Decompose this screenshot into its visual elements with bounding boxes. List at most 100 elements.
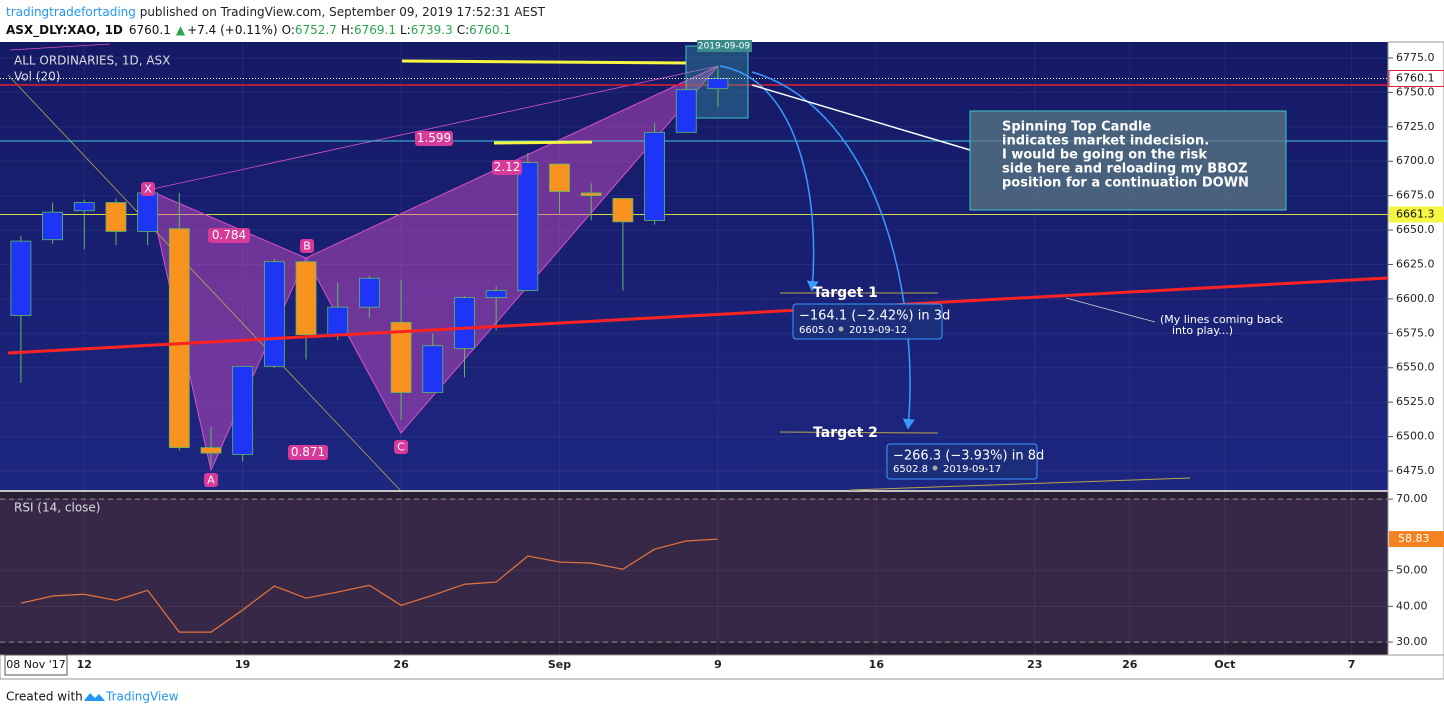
yellow-line [493, 140, 593, 145]
y-tick-label: 40.00 [1396, 599, 1428, 612]
open: 6752.7 [295, 23, 337, 37]
ratio: 1.599 [417, 131, 451, 145]
candle-body [42, 211, 63, 241]
y-tick-label: 6475.0 [1396, 464, 1435, 477]
trend-line [7, 74, 401, 491]
candle-body [137, 192, 159, 232]
point-box [141, 182, 155, 196]
point-box [394, 440, 408, 454]
close: 6760.1 [469, 23, 511, 37]
target-change: −266.3 (−3.93%) in 8d [893, 449, 1044, 464]
y-tick-label: 6575.0 [1396, 326, 1435, 339]
time-axis [0, 654, 1444, 680]
y-tick-label: 6600.0 [1396, 292, 1435, 305]
y-tick-label: 6700.0 [1396, 154, 1435, 167]
ratio-box [492, 160, 522, 175]
point-box [300, 239, 314, 253]
ratio-box [208, 228, 250, 243]
x-tick-label: 12 [77, 658, 92, 671]
target-name: Target 1 [813, 285, 878, 301]
candle-body [422, 345, 444, 393]
callout-text: side here and reloading my BBOZ [1002, 162, 1248, 177]
arrow [751, 84, 971, 151]
callout-box [969, 110, 1287, 211]
yellow-line [401, 59, 687, 65]
last-value-box [1389, 531, 1444, 548]
candle-body [549, 163, 570, 192]
y-tick-label: 6775.0 [1396, 51, 1435, 64]
published: published on TradingView.com, September … [136, 5, 546, 19]
point-label: X [144, 183, 152, 196]
y-tick-label: 6625.0 [1396, 257, 1435, 270]
candle-body [517, 162, 539, 292]
change: +7.4 (+0.11%) [187, 23, 278, 37]
label: L: [400, 23, 411, 37]
author[interactable]: tradingtradefortading [6, 5, 136, 19]
candle-body [580, 192, 602, 197]
y-tick-label: 6675.0 [1396, 189, 1435, 202]
candle-body [454, 297, 475, 349]
annotations: 1.599 0.784 0.871 2.12 X A B C 2019-09-0… [7, 40, 1389, 515]
legend-symbol: ALL ORDINARIES, 1D, ASX [14, 54, 170, 68]
price: 6760.1 [129, 23, 171, 37]
arrow [751, 71, 915, 430]
y-tick-label: 6750.0 [1396, 85, 1435, 98]
target-box [792, 303, 943, 340]
low: 6739.3 [411, 23, 453, 37]
crosshair-box [4, 654, 68, 676]
legend-rsi: RSI (14, close) [14, 501, 100, 515]
callout-text: I would be going on the risk [1002, 148, 1207, 163]
icon [838, 326, 844, 332]
y-tick-label: 6550.0 [1396, 361, 1435, 374]
callout-text: indicates market indecision. [1002, 134, 1209, 149]
arrow [1065, 297, 1156, 323]
level-box [1389, 206, 1444, 223]
candle-body [200, 447, 222, 454]
candle-body [675, 89, 697, 133]
candle-body [485, 290, 507, 298]
level-label: 6661.3 [1396, 208, 1435, 221]
footer-text: Created with [6, 690, 83, 704]
y-tick-label: 30.00 [1396, 635, 1428, 648]
point-label: C [397, 441, 405, 454]
candle-body [263, 261, 285, 367]
label: O: [282, 23, 295, 37]
target-change: −164.1 (−2.42%) in 3d [799, 309, 950, 324]
x-tick-label: 26 [1122, 658, 1138, 671]
candle-body [295, 261, 317, 336]
target-date: 2019-09-12 [849, 325, 907, 336]
ratio-box [415, 131, 453, 146]
quote-line: ASX_DLY:XAO, 1D 6760.1 ▲ +7.4 (+0.11%) O:675… [6, 23, 511, 38]
point-box [204, 473, 218, 487]
y-tick-label: 6650.0 [1396, 223, 1435, 236]
target-line [779, 431, 939, 434]
x-tick-label: 26 [393, 658, 409, 671]
logo [84, 693, 105, 701]
target-name: Target 2 [813, 425, 878, 441]
callout-text: Spinning Top Candle [1002, 120, 1151, 135]
y-tick-label: 50.00 [1396, 564, 1428, 577]
last-price-box [1388, 69, 1444, 87]
last-value-label: 58.83 [1398, 532, 1430, 545]
x-tick-label: 23 [1027, 658, 1042, 671]
footer-brand[interactable]: TradingView [105, 690, 179, 704]
candle-body [359, 277, 380, 308]
note: into play...) [1172, 324, 1233, 337]
candle-body [707, 78, 729, 90]
x-tick-label: 9 [714, 658, 722, 671]
candle-body [612, 198, 634, 223]
x-tick-label: 19 [235, 658, 250, 671]
arrow [719, 65, 819, 292]
arrow: ▲ [176, 23, 186, 37]
ratio: 0.871 [291, 445, 325, 459]
point-label: A [207, 474, 215, 487]
y-tick-label: 6500.0 [1396, 430, 1435, 443]
icon [932, 465, 938, 471]
last-price-label: 6760.1 [1396, 71, 1435, 84]
note: (My lines coming back [1160, 313, 1284, 326]
date-label: 2019-09-09 [698, 42, 751, 52]
target-box [886, 443, 1038, 480]
target-date: 2019-09-17 [943, 464, 1001, 475]
crosshair-date: 08 Nov '17 [6, 658, 65, 671]
